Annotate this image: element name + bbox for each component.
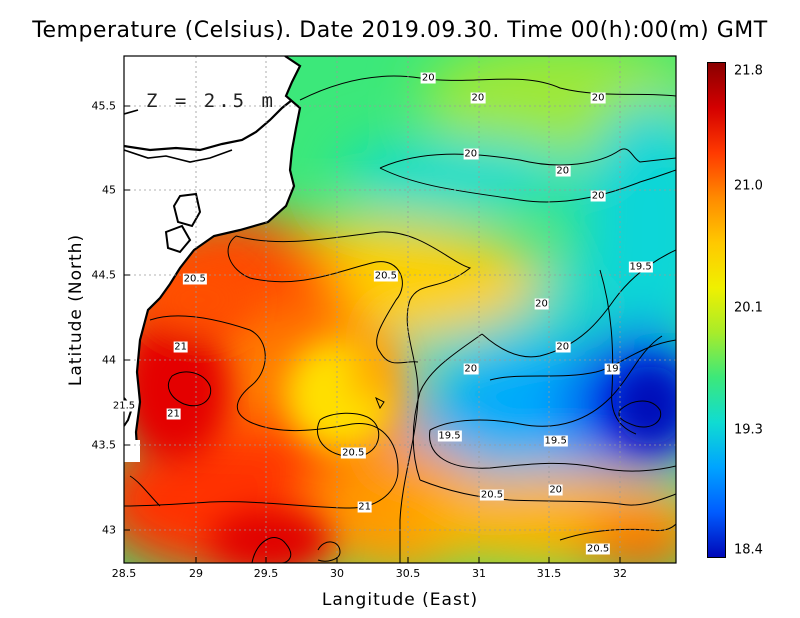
contour-label: 20	[470, 92, 486, 104]
x-tick-label: 31	[472, 567, 486, 580]
x-tick-label: 29	[189, 567, 203, 580]
y-tick-label: 43	[102, 523, 116, 537]
contour-label: 20.5	[479, 489, 505, 501]
colorbar-tick-label: 21.0	[734, 178, 763, 194]
plot-frame	[123, 55, 677, 564]
depth-annotation: Z = 2.5 m	[146, 90, 276, 112]
y-tick-label: 45	[102, 183, 116, 197]
contour-label: 21	[166, 408, 181, 420]
contour-label: 20	[590, 190, 606, 202]
contour-label: 20	[534, 298, 549, 310]
colorbar	[707, 62, 726, 558]
colorbar-tick-label: 20.1	[734, 300, 763, 316]
contour-label: 20	[463, 363, 479, 375]
contour-label: 20	[555, 341, 571, 353]
x-tick-label: 30.5	[395, 567, 421, 580]
contour-label: 21	[357, 501, 372, 513]
temperature-field	[124, 56, 676, 563]
contour-label: 20.5	[182, 273, 207, 285]
y-tick-label: 44	[102, 353, 116, 367]
colorbar-tick-label: 19.3	[734, 422, 763, 438]
y-axis-label: Latitude (North)	[66, 233, 86, 387]
x-tick-label: 29.5	[253, 567, 279, 580]
contour-label: 20.5	[341, 447, 366, 459]
x-tick-label: 32	[613, 567, 627, 580]
y-tick-label: 45.5	[91, 99, 117, 113]
contour-label: 19	[604, 363, 620, 375]
contour-label: 20	[420, 72, 436, 84]
contour-label: 20.5	[373, 270, 398, 282]
x-tick-label: 30	[330, 567, 344, 580]
y-tick-label: 43.5	[91, 438, 117, 452]
contour-label: 21.5	[111, 400, 137, 412]
grid-lines	[124, 56, 676, 563]
contour-label: 20	[590, 92, 606, 104]
colorbar-tick-label: 18.4	[734, 542, 763, 558]
x-axis-label: Langitude (East)	[321, 590, 479, 610]
contour-label: 19.5	[628, 261, 653, 273]
y-tick-label: 44.5	[91, 268, 117, 282]
contour-label: 21	[173, 341, 188, 353]
colorbar-tick-label: 21.8	[734, 63, 763, 79]
chart-title: Temperature (Celsius). Date 2019.09.30. …	[32, 18, 768, 43]
contour-label: 20	[548, 484, 564, 496]
x-tick-label: 31.5	[536, 567, 562, 580]
contour-label: 20.5	[586, 543, 611, 555]
contour-label: 19.5	[437, 430, 462, 442]
x-tick-label: 28.5	[111, 567, 137, 580]
contour-label: 20	[463, 148, 479, 160]
contour-label: 20	[555, 165, 571, 177]
contour-label: 19.5	[543, 435, 568, 447]
axis-ticks	[124, 105, 621, 563]
